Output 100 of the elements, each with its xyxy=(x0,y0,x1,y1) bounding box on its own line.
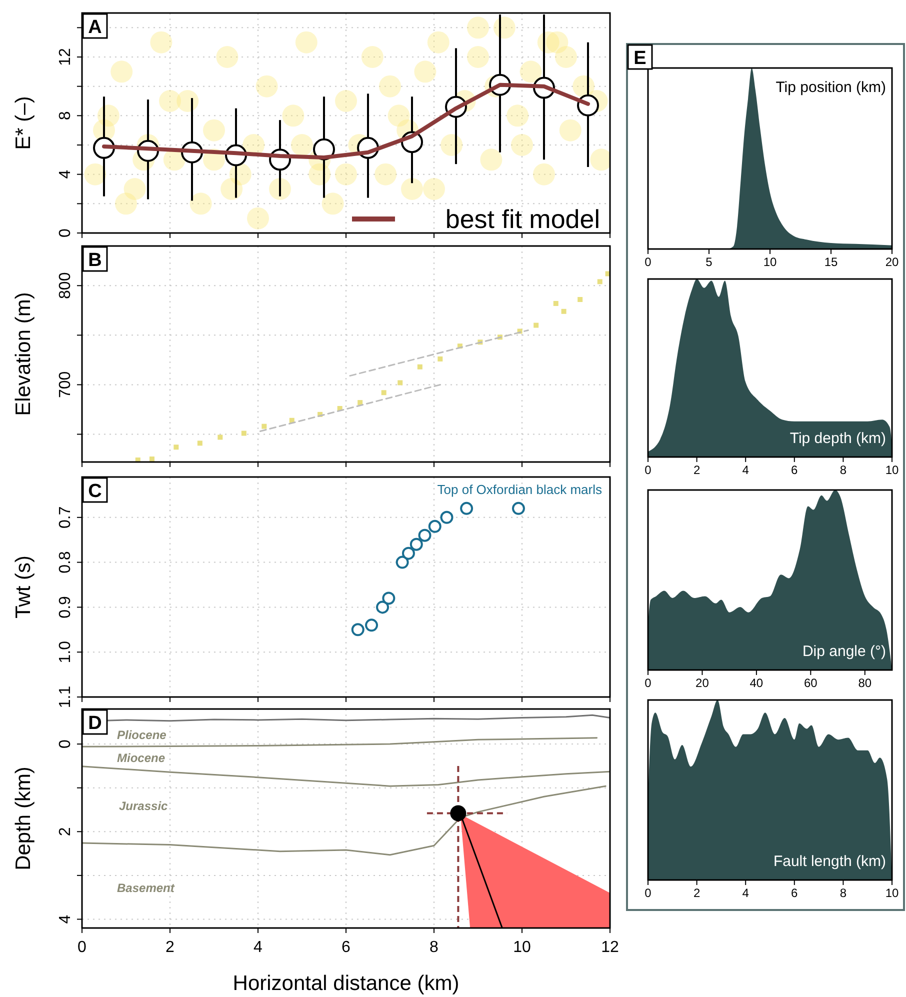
x-axis-title: Horizontal distance (km) xyxy=(232,972,460,995)
point xyxy=(460,502,474,515)
line-series xyxy=(82,785,606,856)
point xyxy=(282,104,304,127)
point xyxy=(597,279,602,284)
point xyxy=(365,618,378,632)
point xyxy=(262,424,267,429)
x-tick-label: 4 xyxy=(742,463,750,477)
y-tick-label: 12 xyxy=(57,48,74,66)
text: Tip depth (km) xyxy=(790,430,886,447)
point xyxy=(374,163,397,186)
x-tick-label: 6 xyxy=(791,886,798,900)
point xyxy=(216,46,238,68)
y-tick-label: 4 xyxy=(57,170,74,179)
y-axis-title: E* (–) xyxy=(12,96,35,150)
x-tick-label: 6 xyxy=(791,463,798,477)
point xyxy=(520,60,542,83)
point xyxy=(351,623,364,636)
point xyxy=(417,364,422,370)
point xyxy=(398,380,403,386)
text: Tip position (km) xyxy=(776,79,886,96)
text: Fault length (km) xyxy=(773,853,886,870)
point xyxy=(410,538,423,551)
line-series xyxy=(82,766,610,787)
point xyxy=(197,440,202,446)
point xyxy=(396,556,409,569)
point xyxy=(115,192,137,215)
y-tick-label: 0 xyxy=(57,739,74,748)
point xyxy=(561,308,566,314)
point xyxy=(467,46,489,68)
x-tick-label: 0 xyxy=(644,255,652,269)
annotation: Basement xyxy=(117,881,176,895)
point xyxy=(247,207,269,230)
x-tick-label: 20 xyxy=(885,255,899,269)
x-tick-label: 60 xyxy=(804,676,818,690)
x-tick-label: 0 xyxy=(78,939,87,956)
x-tick-label: 0 xyxy=(644,886,652,900)
text: E xyxy=(634,48,646,69)
point xyxy=(241,430,246,436)
point xyxy=(322,192,344,215)
point xyxy=(256,75,278,98)
x-tick-label: 10 xyxy=(763,255,777,269)
point xyxy=(149,456,154,462)
y-tick-label: 4 xyxy=(57,914,74,924)
x-tick-label: 5 xyxy=(706,255,713,269)
point xyxy=(534,322,539,328)
x-tick-label: 0 xyxy=(644,676,652,690)
y-tick-label: 1.1 xyxy=(57,686,74,708)
annotation: A xyxy=(88,17,102,38)
point xyxy=(559,119,582,142)
point xyxy=(553,300,558,306)
y-tick-label: 0 xyxy=(57,228,74,238)
point xyxy=(174,444,179,450)
series-label: Top of Oxfordian black marls xyxy=(437,482,602,497)
point xyxy=(203,119,225,142)
x-tick-label: 8 xyxy=(840,886,847,900)
text: Dip angle (°) xyxy=(802,643,886,660)
annotation: Miocene xyxy=(117,751,166,765)
y-tick-label: 2 xyxy=(57,827,74,836)
point xyxy=(440,510,454,524)
point xyxy=(379,75,401,98)
annotation: C xyxy=(88,481,102,502)
x-tick-label: 80 xyxy=(858,676,872,690)
annotation: Pliocene xyxy=(117,728,167,742)
x-tick-label: 2 xyxy=(693,886,700,900)
x-tick-label: 2 xyxy=(693,463,700,477)
x-tick-label: 10 xyxy=(885,463,899,477)
annotation: D xyxy=(88,713,102,734)
point xyxy=(335,90,357,112)
y-axis-title: Elevation (m) xyxy=(12,292,35,416)
x-tick-label: 6 xyxy=(342,939,351,956)
x-tick-label: 0 xyxy=(644,463,652,477)
point xyxy=(427,31,450,54)
point xyxy=(358,400,363,406)
annotation: Jurassic xyxy=(119,799,168,813)
x-tick-label: 2 xyxy=(166,939,175,956)
y-tick-label: 8 xyxy=(57,111,74,120)
point xyxy=(401,178,423,200)
point xyxy=(506,104,529,127)
x-tick-label: 10 xyxy=(513,939,531,956)
point xyxy=(110,60,133,83)
point xyxy=(361,46,384,68)
y-tick-label: 0.8 xyxy=(57,551,74,574)
point xyxy=(511,134,533,156)
point xyxy=(414,60,436,83)
point xyxy=(159,90,181,112)
annotation: B xyxy=(88,250,102,271)
point xyxy=(190,192,212,215)
point xyxy=(381,390,386,396)
point xyxy=(376,600,390,614)
y-axis-title: Twt (s) xyxy=(12,556,35,618)
x-tick-label: 4 xyxy=(254,939,263,956)
point xyxy=(84,163,106,186)
y-tick-label: 700 xyxy=(57,371,74,398)
y-tick-label: 1.0 xyxy=(57,640,74,664)
point xyxy=(555,46,577,68)
point xyxy=(480,148,502,171)
x-tick-label: 10 xyxy=(885,886,899,900)
point xyxy=(402,546,415,560)
point xyxy=(418,528,432,542)
